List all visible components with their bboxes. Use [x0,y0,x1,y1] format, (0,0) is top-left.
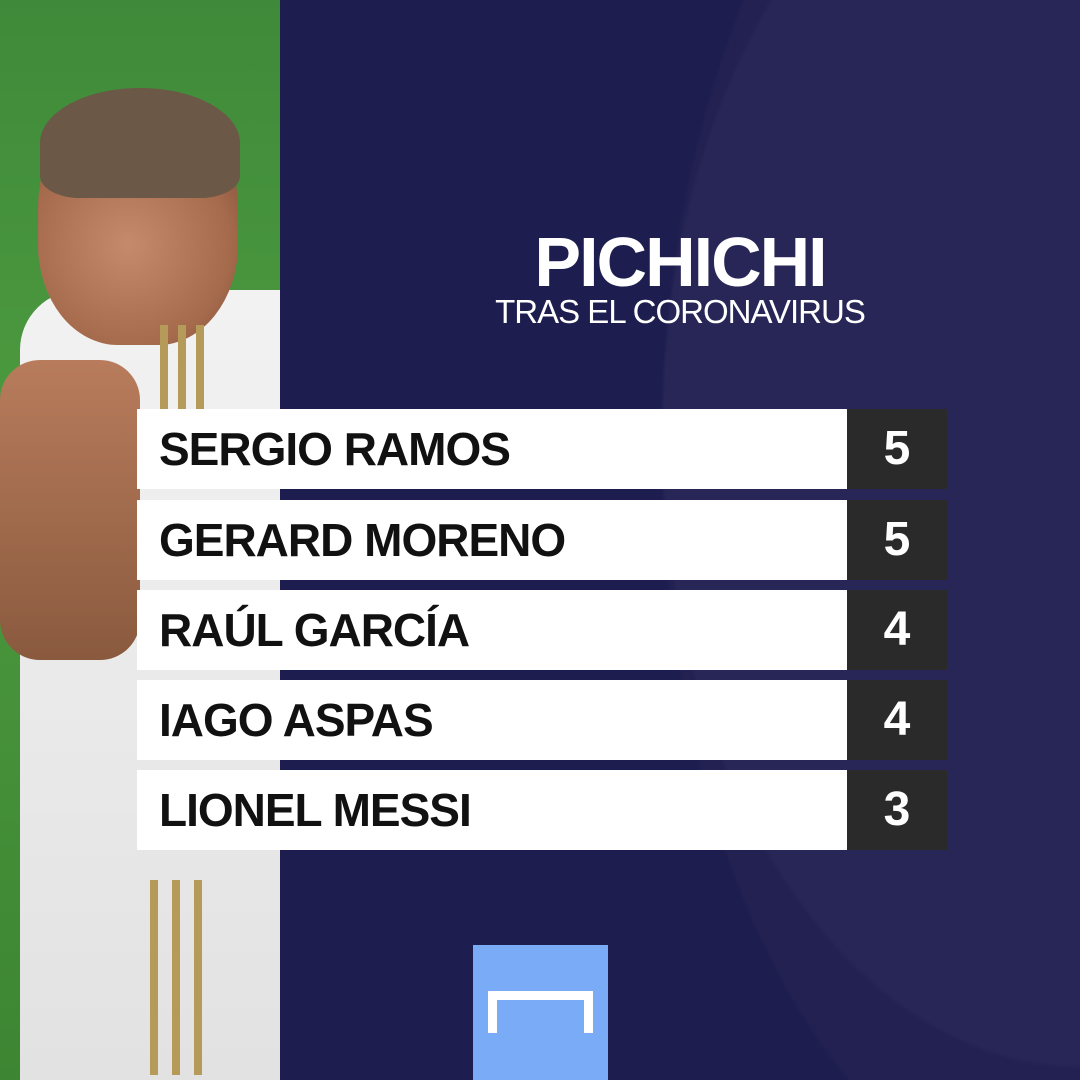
ranking-row: LIONEL MESSI 3 [137,770,947,850]
graphic-title: PICHICHI [534,223,827,301]
ranking-row: SERGIO RAMOS 5 [137,409,947,489]
goal-logo-icon [473,945,608,1080]
goals-value: 4 [847,590,947,670]
goals-value: 5 [847,500,947,580]
goals-value: 3 [847,770,947,850]
player-name: RAÚL GARCÍA [159,604,470,656]
ranking-row: IAGO ASPAS 4 [137,680,947,760]
goals-value: 4 [847,680,947,760]
player-name: SERGIO RAMOS [159,423,511,475]
player-name: LIONEL MESSI [159,784,472,836]
player-name: GERARD MORENO [159,514,566,566]
goals-value: 5 [847,409,947,489]
ranking-row: GERARD MORENO 5 [137,500,947,580]
graphic-subtitle: TRAS EL CORONAVIRUS [495,293,866,330]
player-name: IAGO ASPAS [159,694,434,746]
ranking-row: RAÚL GARCÍA 4 [137,590,947,670]
